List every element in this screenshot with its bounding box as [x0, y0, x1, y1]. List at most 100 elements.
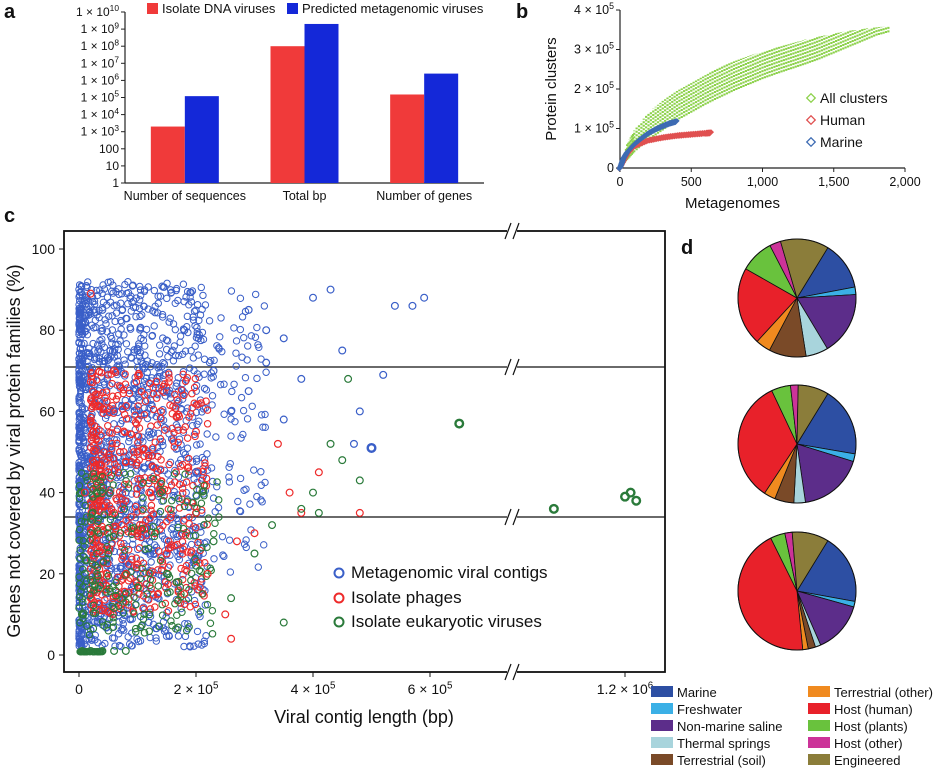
c-meta-contig-point	[261, 423, 269, 432]
c-isolate-phage-point	[87, 372, 96, 381]
d-legend-swatch	[651, 754, 673, 765]
c-meta-contig-point	[171, 299, 179, 308]
c-isolate-euk-point	[185, 532, 194, 540]
c-isolate-phage-point	[183, 548, 191, 556]
c-isolate-euk-point	[82, 473, 90, 481]
c-meta-contig-point	[227, 407, 236, 416]
c-isolate-phage-point	[102, 388, 111, 396]
c-isolate-phage-point	[110, 366, 119, 375]
c-isolate-phage-point	[174, 438, 182, 447]
c-isolate-phage-point	[314, 468, 323, 477]
c-isolate-euk-point	[78, 598, 87, 607]
c-meta-contig-point	[226, 568, 235, 576]
c-meta-contig-point	[247, 332, 256, 340]
d-legend-label: Terrestrial (soil)	[677, 753, 766, 768]
c-isolate-euk-point	[89, 470, 98, 478]
c-isolate-euk-point	[120, 546, 129, 554]
c-isolate-euk-point	[79, 536, 88, 545]
c-isolate-phage-point	[118, 555, 126, 564]
c-meta-contig-point	[257, 468, 265, 476]
a-bar	[390, 94, 425, 183]
c-isolate-phage-point	[87, 413, 95, 422]
c-meta-contig-point	[198, 508, 206, 517]
c-meta-contig-point	[227, 287, 236, 295]
c-isolate-euk-point	[130, 610, 138, 618]
c-isolate-euk-point	[140, 610, 148, 618]
c-meta-contig-point	[251, 290, 260, 299]
c-legend-marker	[333, 616, 345, 628]
c-meta-contig-point	[101, 639, 109, 648]
c-meta-contig-point	[159, 441, 167, 450]
b-y-tick-label: 0	[607, 161, 614, 175]
c-isolate-phage-point	[165, 460, 173, 469]
c-isolate-phage-point	[153, 467, 162, 476]
c-meta-contig-point	[236, 294, 245, 303]
c-break-mark	[504, 508, 512, 526]
c-isolate-phage-point	[137, 387, 146, 396]
c-isolate-euk-point	[167, 617, 175, 625]
c-meta-contig-point	[192, 381, 201, 390]
c-isolate-phage-point	[130, 448, 138, 456]
c-meta-contig-point	[163, 294, 171, 303]
c-meta-contig-point	[117, 299, 125, 307]
c-meta-contig-point	[169, 357, 178, 365]
c-meta-contig-point	[113, 436, 121, 444]
c-meta-contig-point	[172, 286, 180, 295]
c-isolate-phage-point	[108, 379, 116, 388]
c-isolate-phage-point	[167, 510, 175, 518]
b-y-tick-label: 1 × 105	[574, 120, 614, 136]
d-legend-label: Freshwater	[677, 702, 743, 717]
c-isolate-phage-point	[183, 464, 192, 472]
c-meta-contig-point	[228, 387, 236, 396]
c-meta-contig-point	[253, 374, 261, 383]
c-isolate-euk-point	[82, 577, 91, 585]
c-meta-contig-point	[184, 471, 193, 479]
c-isolate-euk-point	[88, 509, 96, 518]
c-isolate-phage-point	[182, 561, 191, 570]
c-isolate-phage-point	[88, 433, 97, 442]
c-meta-contig-point	[190, 307, 199, 315]
c-isolate-phage-point	[178, 550, 187, 558]
a-bar	[150, 126, 185, 183]
c-isolate-phage-point	[181, 377, 190, 386]
a-bar	[270, 46, 305, 184]
c-isolate-euk-point	[163, 588, 172, 597]
a-bar	[424, 73, 459, 183]
c-meta-contig-point	[188, 287, 197, 295]
c-isolate-phage-point	[103, 397, 111, 406]
c-isolate-phage-point	[180, 590, 189, 599]
c-isolate-euk-point	[93, 572, 102, 581]
c-isolate-phage-point	[177, 530, 186, 538]
a-y-tick-label: 10	[106, 159, 120, 173]
c-meta-contig-point	[250, 466, 258, 474]
c-meta-contig-point	[166, 458, 175, 467]
c-meta-contig-point	[111, 642, 119, 650]
c-meta-contig-point	[338, 346, 347, 355]
c-isolate-euk-point	[196, 608, 205, 616]
c-isolate-phage-point	[96, 530, 104, 539]
c-isolate-phage-point	[147, 501, 156, 510]
c-meta-contig-point	[230, 380, 238, 388]
c-meta-contig-point	[258, 498, 266, 506]
c-meta-contig-point	[156, 447, 164, 456]
c-isolate-euk-point	[145, 569, 153, 577]
c-meta-contig-point	[232, 349, 240, 357]
c-meta-contig-point	[110, 435, 119, 444]
c-isolate-euk-point	[109, 582, 117, 591]
c-isolate-euk-point	[203, 600, 212, 609]
c-break-mark	[512, 358, 520, 376]
c-isolate-euk-point	[631, 495, 642, 506]
c-meta-contig-point	[216, 380, 225, 389]
c-meta-contig-point	[190, 642, 198, 650]
b-x-tick-label: 0	[617, 175, 624, 189]
c-isolate-phage-point	[141, 397, 150, 405]
c-meta-contig-point	[124, 415, 133, 423]
c-meta-contig-point	[169, 346, 177, 355]
c-isolate-phage-point	[166, 513, 175, 522]
c-meta-contig-point	[146, 362, 155, 371]
panel-label-a: a	[4, 1, 16, 23]
c-isolate-phage-point	[125, 560, 133, 568]
c-isolate-euk-point	[120, 505, 129, 513]
c-meta-contig-point	[75, 408, 83, 417]
c-meta-contig-point	[101, 316, 109, 324]
